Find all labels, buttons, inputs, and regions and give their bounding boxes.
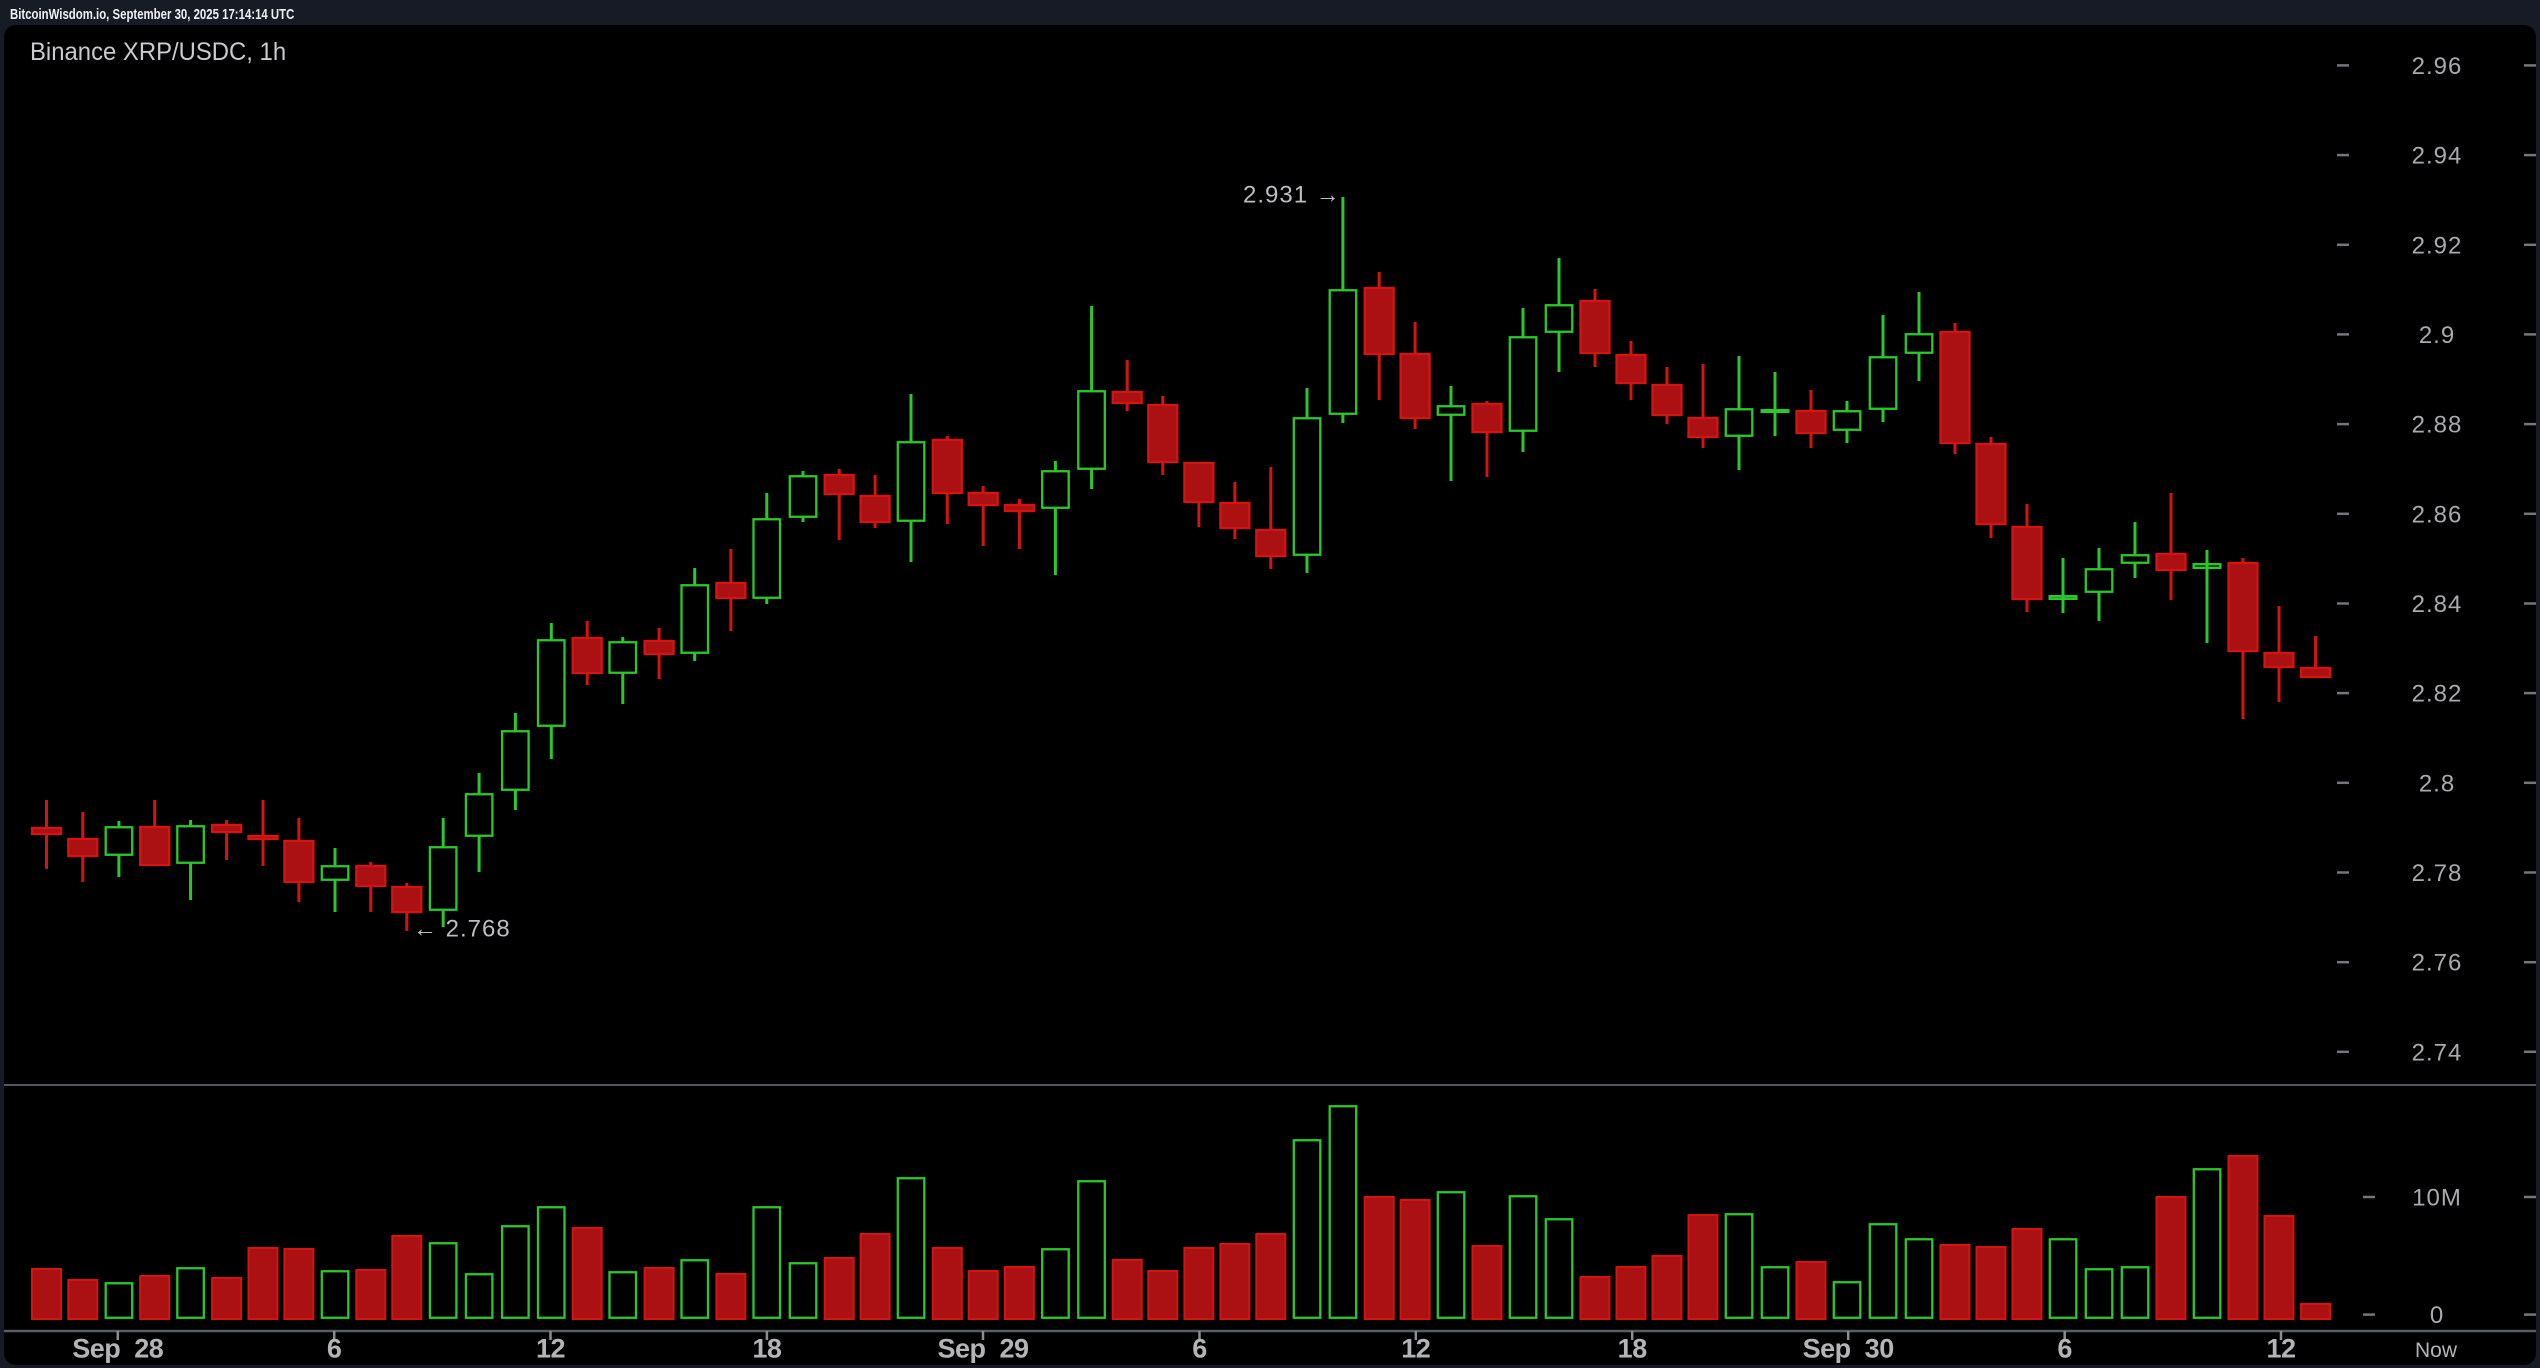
svg-text:Now: Now — [2415, 1339, 2458, 1362]
svg-text:2.84: 2.84 — [2412, 591, 2463, 618]
svg-text:12: 12 — [1401, 1334, 1430, 1364]
svg-text:Sep 30: Sep 30 — [1803, 1334, 1894, 1364]
svg-text:2.9: 2.9 — [2419, 322, 2455, 349]
svg-text:2.931 →: 2.931 → — [1243, 182, 1341, 209]
svg-text:6: 6 — [2057, 1334, 2072, 1364]
svg-text:2.96: 2.96 — [2412, 53, 2463, 80]
svg-text:← 2.768: ← 2.768 — [413, 916, 511, 943]
svg-text:12: 12 — [2266, 1334, 2295, 1364]
svg-text:0: 0 — [2430, 1302, 2444, 1329]
svg-text:2.94: 2.94 — [2412, 143, 2463, 170]
svg-text:18: 18 — [1618, 1334, 1648, 1364]
svg-text:6: 6 — [327, 1334, 342, 1364]
svg-text:10M: 10M — [2412, 1185, 2462, 1212]
svg-text:Sep 29: Sep 29 — [937, 1334, 1029, 1364]
svg-text:2.86: 2.86 — [2412, 501, 2463, 528]
svg-text:6: 6 — [1192, 1334, 1207, 1364]
svg-text:Sep 28: Sep 28 — [72, 1334, 164, 1364]
svg-text:2.88: 2.88 — [2412, 412, 2463, 439]
svg-text:2.92: 2.92 — [2412, 232, 2463, 259]
svg-text:2.8: 2.8 — [2419, 770, 2455, 797]
svg-text:2.74: 2.74 — [2412, 1039, 2463, 1066]
svg-text:2.78: 2.78 — [2412, 860, 2463, 887]
svg-text:2.76: 2.76 — [2412, 950, 2463, 977]
svg-text:12: 12 — [536, 1334, 565, 1364]
svg-text:18: 18 — [752, 1334, 782, 1364]
svg-text:2.82: 2.82 — [2412, 681, 2463, 708]
